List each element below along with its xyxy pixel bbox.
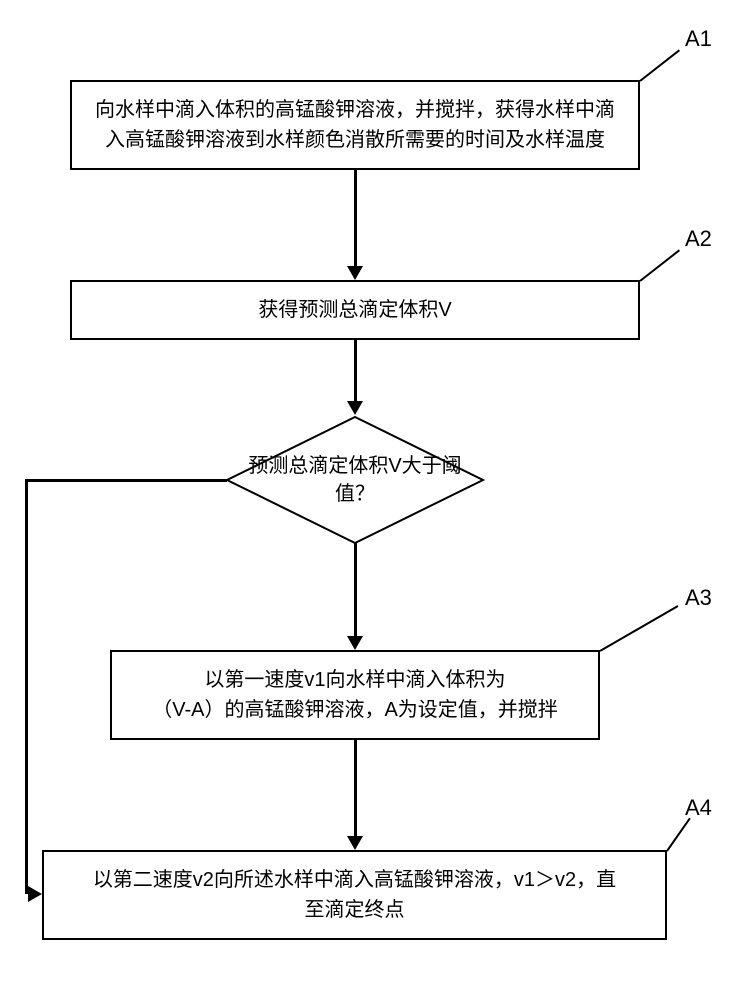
arrow-head-a1-a2 (347, 266, 363, 280)
arrow-a2-decision (354, 340, 357, 402)
process-box-a1: 向水样中滴入体积的高锰酸钾溶液，并搅拌，获得水样中滴入高锰酸钾溶液到水样颜色消散… (70, 80, 640, 170)
decision-text: 预测总滴定体积V大于阈 值？ (248, 452, 461, 508)
arrow-head-a3-a4 (347, 836, 363, 850)
process-box-a2: 获得预测总滴定体积V (70, 280, 640, 340)
arrow-a1-a2 (354, 170, 357, 267)
box-a3-line1: 以第一速度v1向水样中滴入体积为 (204, 669, 505, 691)
box-a4-line1: 以第二速度v2向所述水样中滴入高锰酸钾溶液，v1＞v2，直 (93, 869, 616, 891)
box-a1-text: 向水样中滴入体积的高锰酸钾溶液，并搅拌，获得水样中滴入高锰酸钾溶液到水样颜色消散… (90, 95, 620, 155)
arrow-head-decision-a4 (28, 886, 42, 902)
box-a3-text: 以第一速度v1向水样中滴入体积为 （V-A）的高锰酸钾溶液，A为设定值，并搅拌 (152, 665, 558, 725)
label-a1: A1 (685, 26, 712, 52)
arrow-decision-left-h (25, 479, 227, 482)
decision-text-line1: 预测总滴定体积V大于阈 (248, 455, 461, 477)
leader-a1 (639, 49, 680, 81)
leader-a3 (600, 605, 679, 652)
leader-a2 (639, 249, 680, 281)
process-box-a3: 以第一速度v1向水样中滴入体积为 （V-A）的高锰酸钾溶液，A为设定值，并搅拌 (110, 650, 600, 740)
leader-a4 (666, 818, 691, 852)
box-a3-line2: （V-A）的高锰酸钾溶液，A为设定值，并搅拌 (152, 699, 558, 721)
arrow-decision-left-v (25, 479, 28, 894)
arrow-head-decision-a3 (347, 636, 363, 650)
arrow-head-a2-decision (347, 401, 363, 415)
decision-text-line2: 值？ (335, 483, 375, 505)
label-a2: A2 (685, 226, 712, 252)
box-a4-line2: 至滴定终点 (305, 899, 405, 921)
decision-diamond: 预测总滴定体积V大于阈 值？ (225, 415, 485, 545)
box-a2-text: 获得预测总滴定体积V (258, 295, 451, 325)
box-a4-text: 以第二速度v2向所述水样中滴入高锰酸钾溶液，v1＞v2，直 至滴定终点 (93, 865, 616, 925)
arrow-decision-a3 (354, 543, 357, 637)
label-a3: A3 (685, 585, 712, 611)
arrow-a3-a4 (354, 740, 357, 837)
process-box-a4: 以第二速度v2向所述水样中滴入高锰酸钾溶液，v1＞v2，直 至滴定终点 (42, 850, 667, 940)
label-a4: A4 (685, 795, 712, 821)
